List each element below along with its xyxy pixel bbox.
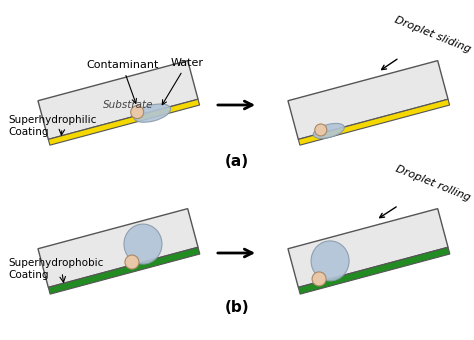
Text: (a): (a) [225, 154, 249, 170]
Ellipse shape [312, 272, 326, 286]
Polygon shape [48, 99, 200, 145]
Polygon shape [288, 61, 448, 139]
Polygon shape [48, 247, 200, 294]
Ellipse shape [131, 106, 144, 119]
Text: (b): (b) [225, 301, 249, 316]
Text: Contaminant: Contaminant [86, 60, 158, 103]
Text: Superhydrophilic
Coating: Superhydrophilic Coating [8, 115, 96, 137]
Ellipse shape [315, 124, 327, 136]
Text: Droplet rolling: Droplet rolling [380, 164, 472, 218]
Polygon shape [298, 99, 449, 145]
Text: Water: Water [162, 58, 204, 105]
Text: Droplet sliding: Droplet sliding [382, 15, 473, 70]
Text: Substrate: Substrate [103, 100, 153, 110]
Ellipse shape [125, 255, 139, 269]
Text: Superhydrophobic
Coating: Superhydrophobic Coating [8, 258, 103, 280]
Polygon shape [38, 209, 198, 287]
Polygon shape [38, 61, 198, 139]
Ellipse shape [124, 224, 162, 264]
Ellipse shape [134, 104, 171, 122]
Ellipse shape [311, 241, 349, 281]
Polygon shape [288, 209, 448, 287]
Polygon shape [298, 247, 450, 294]
Ellipse shape [313, 123, 345, 138]
